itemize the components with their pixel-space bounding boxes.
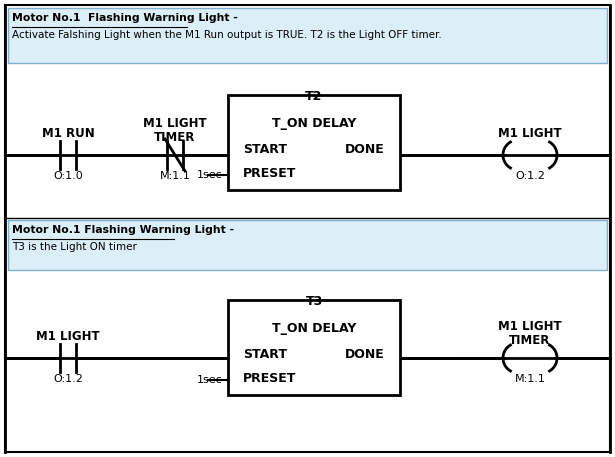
- Text: T2: T2: [305, 90, 323, 103]
- Bar: [228, 95, 400, 190]
- Text: M1 LIGHT: M1 LIGHT: [143, 117, 207, 130]
- Text: DONE: DONE: [345, 143, 385, 156]
- Text: 1sec: 1sec: [197, 375, 223, 385]
- Text: T3 is the Light ON timer: T3 is the Light ON timer: [12, 242, 137, 252]
- Text: M1 LIGHT: M1 LIGHT: [498, 127, 562, 140]
- Text: START: START: [243, 143, 287, 156]
- Text: M:1.1: M:1.1: [159, 171, 191, 181]
- Text: TIMER: TIMER: [509, 334, 550, 347]
- Text: TIMER: TIMER: [154, 131, 196, 144]
- Text: O:1.0: O:1.0: [53, 171, 83, 181]
- Text: PRESET: PRESET: [243, 372, 296, 385]
- Text: M:1.1: M:1.1: [515, 374, 546, 384]
- Text: M1 LIGHT: M1 LIGHT: [498, 320, 562, 333]
- Text: M1 LIGHT: M1 LIGHT: [36, 330, 100, 343]
- Bar: [8, 8, 607, 63]
- Text: START: START: [243, 348, 287, 361]
- Text: O:1.2: O:1.2: [515, 171, 545, 181]
- Text: 1sec: 1sec: [197, 170, 223, 180]
- Text: T_ON DELAY: T_ON DELAY: [272, 117, 356, 130]
- Text: T3: T3: [306, 295, 323, 308]
- Text: Motor No.1  Flashing Warning Light -: Motor No.1 Flashing Warning Light -: [12, 13, 238, 23]
- Text: O:1.2: O:1.2: [53, 374, 83, 384]
- Bar: [8, 220, 607, 270]
- Text: DONE: DONE: [345, 348, 385, 361]
- Text: T_ON DELAY: T_ON DELAY: [272, 322, 356, 335]
- Text: Motor No.1 Flashing Warning Light -: Motor No.1 Flashing Warning Light -: [12, 225, 234, 235]
- Text: M1 RUN: M1 RUN: [42, 127, 94, 140]
- Text: PRESET: PRESET: [243, 167, 296, 180]
- Text: Activate Falshing Light when the M1 Run output is TRUE. T2 is the Light OFF time: Activate Falshing Light when the M1 Run …: [12, 30, 442, 40]
- Bar: [228, 300, 400, 395]
